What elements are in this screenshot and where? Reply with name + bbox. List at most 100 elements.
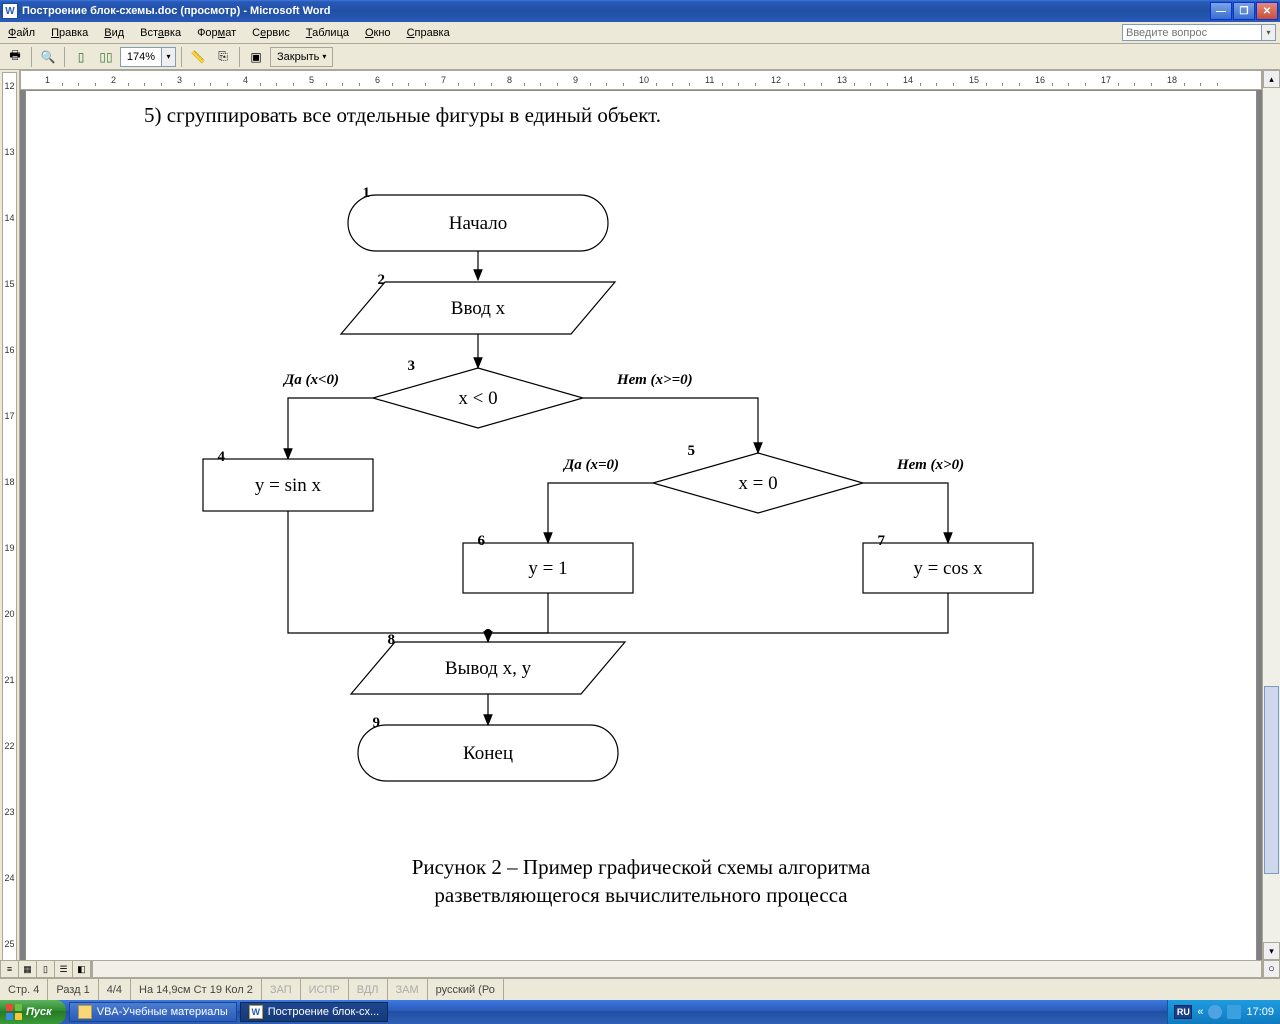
zoom-combo: ▾ <box>120 47 176 67</box>
language-indicator[interactable]: RU <box>1174 1005 1192 1019</box>
svg-text:x < 0: x < 0 <box>458 388 497 409</box>
browse-object-icon[interactable]: ○ <box>1263 960 1280 978</box>
view-normal-icon[interactable]: ≡ <box>1 961 19 977</box>
menu-service[interactable]: Сервис <box>248 25 294 41</box>
menu-view[interactable]: Вид <box>100 25 128 41</box>
svg-text:Начало: Начало <box>449 213 508 234</box>
caption-line-2: разветвляющегося вычислительного процесс… <box>38 881 1244 909</box>
figure-caption: Рисунок 2 – Пример графической схемы алг… <box>38 853 1244 910</box>
taskbar: Пуск VBA-Учебные материалы W Построение … <box>0 1000 1280 1024</box>
list-item-5: 5) сгруппировать все отдельные фигуры в … <box>144 103 1244 128</box>
svg-text:Вывод x, y: Вывод x, y <box>445 658 532 679</box>
svg-text:Нет (x>=0): Нет (x>=0) <box>616 372 693 388</box>
start-button[interactable]: Пуск <box>0 1000 66 1024</box>
tray-chevron-icon[interactable]: « <box>1197 1006 1203 1018</box>
vertical-scrollbar[interactable]: ▴ ▾ ○ <box>1262 70 1280 978</box>
svg-text:y = sin x: y = sin x <box>255 475 322 496</box>
svg-text:1: 1 <box>363 185 371 201</box>
view-outline-icon[interactable]: ☰ <box>55 961 73 977</box>
menu-insert[interactable]: Вставка <box>136 25 185 41</box>
svg-text:2: 2 <box>378 272 386 288</box>
view-reading-icon[interactable]: ◧ <box>73 961 91 977</box>
help-search-dropdown[interactable]: ▾ <box>1262 24 1276 41</box>
window-title: Построение блок-схемы.doc (просмотр) - M… <box>22 5 1209 17</box>
horizontal-scrollbar[interactable] <box>92 960 1262 978</box>
titlebar: W Построение блок-схемы.doc (просмотр) -… <box>0 0 1280 22</box>
tray-icon-2[interactable] <box>1227 1005 1241 1019</box>
taskbar-item-folder[interactable]: VBA-Учебные материалы <box>69 1002 237 1022</box>
help-search-input[interactable] <box>1122 24 1262 41</box>
word-icon: W <box>2 3 18 19</box>
status-section: Разд 1 <box>48 979 98 1000</box>
restore-button[interactable]: ❐ <box>1233 2 1255 20</box>
status-trk: ИСПР <box>301 979 349 1000</box>
status-position: На 14,9см Ст 19 Кол 2 <box>131 979 262 1000</box>
toolbar: 🖶 🔍 ▯ ▯▯ ▾ 📏 ⎘ ▣ Закрыть ▾ <box>0 44 1280 70</box>
svg-text:8: 8 <box>388 632 396 648</box>
chevron-down-icon: ▾ <box>322 52 326 61</box>
svg-text:3: 3 <box>408 358 416 374</box>
status-ovr: ЗАМ <box>388 979 428 1000</box>
multi-page-icon[interactable]: ▯▯ <box>95 46 117 68</box>
menubar: Файл Правка Вид Вставка Формат Сервис Та… <box>0 22 1280 44</box>
svg-text:7: 7 <box>878 533 886 549</box>
svg-text:5: 5 <box>688 443 696 459</box>
menu-table[interactable]: Таблица <box>302 25 353 41</box>
view-mode-buttons: ≡ ▦ ▯ ☰ ◧ <box>0 960 92 978</box>
menu-window[interactable]: Окно <box>361 25 395 41</box>
scroll-thumb[interactable] <box>1264 686 1279 874</box>
menu-edit[interactable]: Правка <box>47 25 92 41</box>
word-doc-icon: W <box>249 1005 263 1019</box>
ruler-vertical[interactable]: 1213141516171819202122232425 <box>2 72 17 978</box>
ruler-horizontal[interactable]: 123456789101112131415161718 <box>20 70 1262 90</box>
status-rec: ЗАП <box>262 979 301 1000</box>
clock[interactable]: 17:09 <box>1246 1006 1274 1018</box>
windows-logo-icon <box>6 1004 22 1020</box>
magnifier-icon[interactable]: 🔍 <box>37 46 59 68</box>
system-tray: RU « 17:09 <box>1167 1000 1280 1024</box>
menu-format[interactable]: Формат <box>193 25 240 41</box>
tray-icon-1[interactable] <box>1208 1005 1222 1019</box>
menu-file[interactable]: Файл <box>4 25 39 41</box>
statusbar: Стр. 4 Разд 1 4/4 На 14,9см Ст 19 Кол 2 … <box>0 978 1280 1000</box>
scroll-track[interactable] <box>1263 88 1280 942</box>
minimize-button[interactable]: — <box>1210 2 1232 20</box>
status-pages: 4/4 <box>99 979 131 1000</box>
svg-text:4: 4 <box>218 449 226 465</box>
svg-text:Ввод x: Ввод x <box>451 298 506 319</box>
document-page[interactable]: 5) сгруппировать все отдельные фигуры в … <box>25 90 1257 978</box>
scroll-up-icon[interactable]: ▴ <box>1263 70 1280 88</box>
taskbar-item-label: Построение блок-сх... <box>268 1006 379 1018</box>
svg-text:Да (x<0): Да (x<0) <box>282 372 339 388</box>
close-preview-button[interactable]: Закрыть ▾ <box>270 47 333 67</box>
taskbar-item-word[interactable]: W Построение блок-сх... <box>240 1002 388 1022</box>
document-content: 5) сгруппировать все отдельные фигуры в … <box>38 103 1244 977</box>
window-buttons: — ❐ ✕ <box>1209 2 1278 20</box>
status-ext: ВДЛ <box>349 979 388 1000</box>
menu-help[interactable]: Справка <box>403 25 454 41</box>
scroll-down-icon[interactable]: ▾ <box>1263 942 1280 960</box>
flowchart-diagram: Начало 1 Ввод x 2 x < 0 3 Да (x<0) Нет (x>=0) y … <box>128 173 1128 823</box>
svg-text:x = 0: x = 0 <box>738 473 777 494</box>
view-print-icon[interactable]: ▯ <box>37 961 55 977</box>
status-page: Стр. 4 <box>0 979 48 1000</box>
status-lang: русский (Ро <box>428 979 504 1000</box>
caption-line-1: Рисунок 2 – Пример графической схемы алг… <box>38 853 1244 881</box>
ruler-horizontal-row: 123456789101112131415161718 <box>0 70 1280 90</box>
close-preview-label: Закрыть <box>277 51 319 63</box>
zoom-input[interactable] <box>121 48 161 66</box>
zoom-dropdown[interactable]: ▾ <box>161 48 175 66</box>
ruler-vertical-col: 1213141516171819202122232425 <box>0 70 20 978</box>
view-web-icon[interactable]: ▦ <box>19 961 37 977</box>
folder-icon <box>78 1005 92 1019</box>
help-search: ▾ <box>1122 24 1276 41</box>
svg-text:Нет (x>0): Нет (x>0) <box>896 457 964 473</box>
ruler-icon[interactable]: 📏 <box>187 46 209 68</box>
shrink-icon[interactable]: ⎘ <box>212 46 234 68</box>
fullscreen-icon[interactable]: ▣ <box>245 46 267 68</box>
print-icon[interactable]: 🖶 <box>4 46 26 68</box>
start-label: Пуск <box>26 1006 52 1018</box>
close-button[interactable]: ✕ <box>1256 2 1278 20</box>
one-page-icon[interactable]: ▯ <box>70 46 92 68</box>
svg-text:9: 9 <box>373 715 381 731</box>
